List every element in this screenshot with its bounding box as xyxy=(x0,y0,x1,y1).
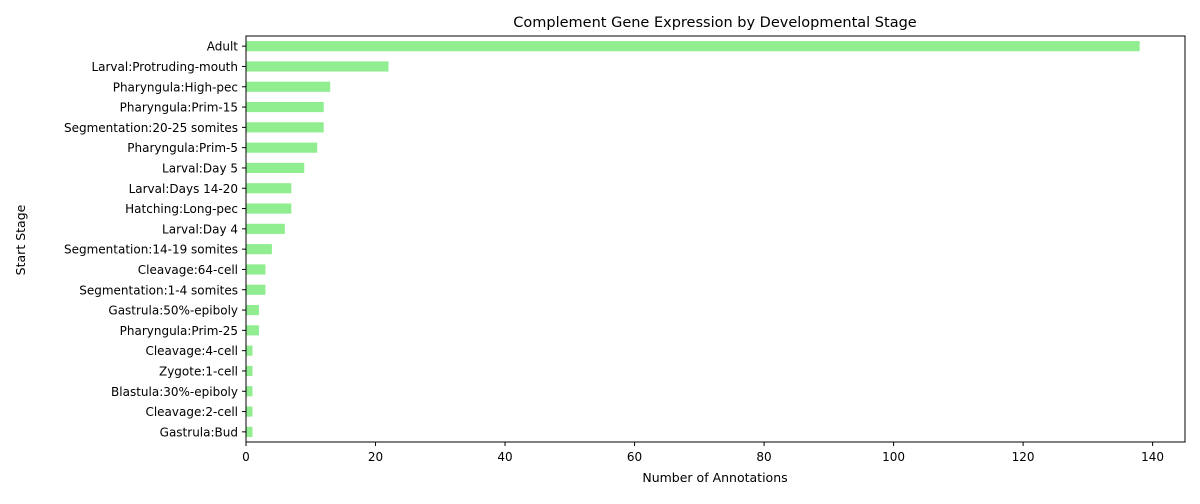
axes-border xyxy=(245,35,1186,443)
x-tick-label: 80 xyxy=(756,450,771,464)
y-tick-label: Zygote:1-cell xyxy=(159,364,238,378)
bar xyxy=(246,101,324,113)
bar xyxy=(246,264,266,275)
y-tick-label: Larval:Day 4 xyxy=(162,222,238,236)
y-axis-label: Start Stage xyxy=(13,204,28,275)
y-tick-label: Larval:Days 14-20 xyxy=(129,182,238,196)
bar xyxy=(246,183,292,194)
bars-group xyxy=(246,41,1140,437)
x-tick-label: 100 xyxy=(882,450,905,464)
x-tick-label: 20 xyxy=(368,450,383,464)
x-tick-label: 60 xyxy=(627,450,642,464)
y-tick-label: Larval:Day 5 xyxy=(162,161,238,175)
y-tick-label: Pharyngula:Prim-25 xyxy=(120,324,238,338)
axes-frame xyxy=(245,35,1186,443)
bar xyxy=(246,426,253,437)
bar xyxy=(246,386,253,397)
y-tick-label: Gastrula:Bud xyxy=(160,425,238,439)
bar xyxy=(246,284,266,295)
bar xyxy=(246,304,259,316)
bar xyxy=(246,365,253,377)
x-axis-label: Number of Annotations xyxy=(642,470,787,485)
y-tick-label: Adult xyxy=(207,40,239,54)
bar xyxy=(246,122,324,133)
y-tick-label: Cleavage:64-cell xyxy=(138,263,238,277)
bar xyxy=(246,41,1140,52)
y-tick-label: Cleavage:4-cell xyxy=(145,344,238,358)
y-tick-label: Gastrula:50%-epiboly xyxy=(108,304,238,318)
y-tick-label: Pharyngula:Prim-5 xyxy=(127,141,238,155)
y-tick-label: Segmentation:14-19 somites xyxy=(64,243,238,257)
x-tick-label: 40 xyxy=(497,450,512,464)
bar xyxy=(246,345,253,356)
bar xyxy=(246,61,389,72)
y-tick-label: Segmentation:20-25 somites xyxy=(64,121,238,135)
y-tick-label: Pharyngula:High-pec xyxy=(113,80,238,94)
bar xyxy=(246,325,259,336)
x-tick-labels: 0 20 40 60 80 100 120 140 xyxy=(242,442,1164,464)
y-tick-label: Larval:Protruding-mouth xyxy=(91,60,238,74)
x-tick-label: 120 xyxy=(1012,450,1035,464)
chart-title: Complement Gene Expression by Developmen… xyxy=(513,15,917,31)
y-tick-label: Blastula:30%-epiboly xyxy=(111,385,238,399)
y-tick-label: Hatching:Long-pec xyxy=(125,202,238,216)
bar xyxy=(246,203,292,214)
y-tick-labels: Adult Larval:Protruding-mouth Pharyngula:H… xyxy=(64,40,246,439)
bar xyxy=(246,223,285,234)
y-tick-label: Segmentation:1-4 somites xyxy=(79,283,238,297)
y-tick-label: Pharyngula:Prim-15 xyxy=(120,101,238,115)
bar xyxy=(246,244,272,255)
bar xyxy=(246,162,305,174)
y-tick-label: Cleavage:2-cell xyxy=(145,405,238,419)
bar xyxy=(246,142,318,153)
bar xyxy=(246,406,253,417)
x-tick-label: 0 xyxy=(242,450,250,464)
x-tick-label: 140 xyxy=(1141,450,1164,464)
bar xyxy=(246,81,331,92)
